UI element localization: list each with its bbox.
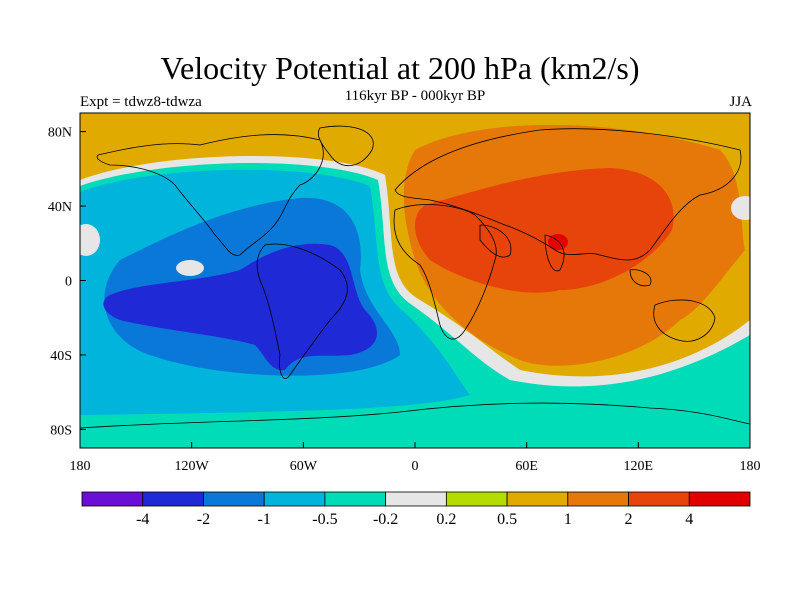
colorbar-swatch [203,491,265,507]
lon-tick-label: 180 [740,459,761,474]
colorbar-label: 0.2 [436,511,456,528]
season-label: JJA [729,94,752,110]
lat-tick-label: 80N [48,126,72,141]
lon-tick-label: 120E [624,459,654,474]
colorbar-label: 2 [625,511,633,528]
lat-tick-label: 40S [50,349,72,364]
lat-tick-label: 0 [65,275,72,290]
colorbar-label: 4 [685,511,693,528]
lon-tick-label: 60W [290,459,318,474]
colorbar-swatch [142,491,204,507]
lon-tick-label: 180 [70,459,91,474]
lon-tick-label: 60E [515,459,538,474]
coastlines [80,125,750,429]
colorbar-label: -0.2 [373,511,398,528]
colorbar-swatch [324,491,387,507]
colorbar-label: -1 [258,511,271,528]
lon-tick-label: 120W [175,459,210,474]
latitude-axis: 80N 40N 0 40S 80S [48,126,86,438]
lat-tick-label: 40N [48,200,72,215]
colorbar-label: -0.5 [312,511,337,528]
map-subtitle: 116kyr BP - 000kyr BP [344,88,486,104]
colorbar-swatch [506,491,569,507]
colorbar-label: -2 [197,511,210,528]
lat-tick-label: 80S [50,423,72,438]
colorbar-swatch [688,491,751,507]
colorbar-label: 1 [564,511,572,528]
colorbar-swatch [263,491,326,507]
colorbar-swatch [628,491,690,507]
contour-fill [80,113,750,448]
colorbar-swatch [385,491,447,507]
colorbar-label: -4 [136,511,149,528]
experiment-label: Expt = tdwz8-tdwza [80,94,202,110]
lon-tick-label: 0 [412,459,419,474]
colorbar: -4 -2 -1 -0.5 -0.2 0.2 0.5 1 2 4 [81,491,751,528]
longitude-axis: 180 120W 60W 0 60E 120E 180 [70,442,761,474]
map-title: Velocity Potential at 200 hPa (km2/s) [160,50,640,86]
colorbar-swatch [567,491,629,507]
colorbar-label: 0.5 [497,511,517,528]
colorbar-swatch [445,491,508,507]
colorbar-swatch [81,491,144,507]
